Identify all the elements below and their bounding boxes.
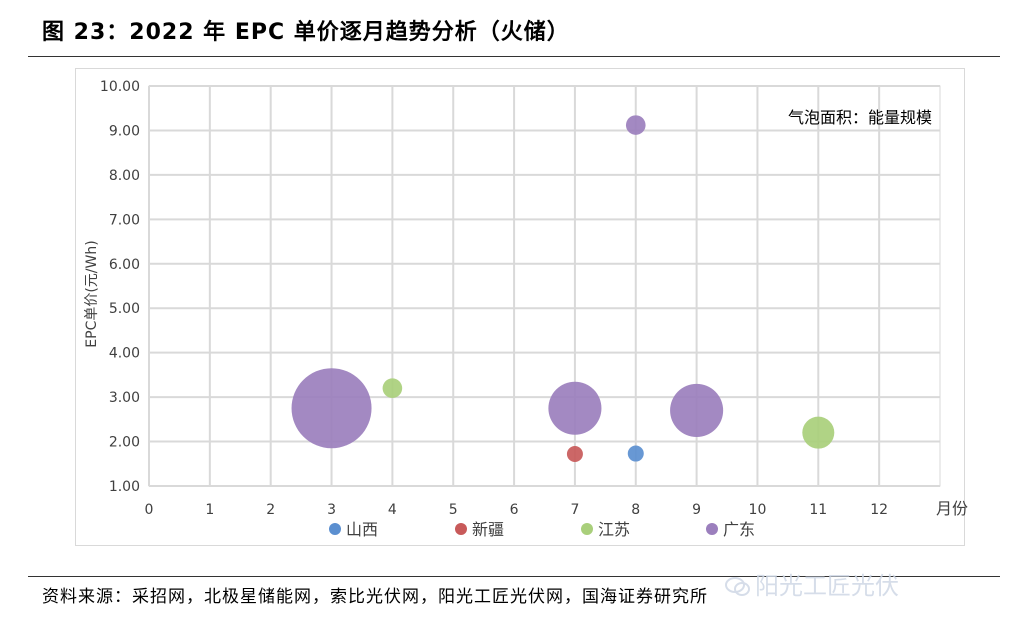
- bubble: [382, 378, 403, 399]
- y-tick-label: 4.00: [109, 346, 140, 362]
- y-tick-label: 8.00: [109, 168, 140, 184]
- legend-marker: [706, 523, 718, 535]
- x-tick-label: 4: [388, 502, 397, 518]
- bubble: [548, 381, 602, 435]
- x-tick-label: 10: [749, 502, 767, 518]
- y-tick-label: 2.00: [109, 435, 140, 451]
- bottom-rule: [28, 576, 1000, 577]
- x-tick-label: 0: [145, 502, 154, 518]
- y-tick-label: 5.00: [109, 301, 140, 317]
- top-rule: [28, 56, 1000, 57]
- x-tick-label: 7: [570, 502, 579, 518]
- y-tick-label: 7.00: [109, 212, 140, 228]
- legend-label: 新疆: [472, 520, 504, 539]
- x-tick-label: 3: [327, 502, 336, 518]
- y-tick-label: 9.00: [109, 123, 140, 139]
- y-tick-label: 3.00: [109, 390, 140, 406]
- legend-marker: [329, 523, 341, 535]
- x-axis-title: 月份: [936, 499, 968, 518]
- legend-label: 山西: [346, 520, 378, 539]
- y-tick-label: 10.00: [100, 79, 140, 95]
- chart-frame: [75, 68, 965, 546]
- plot-area: [148, 85, 941, 487]
- watermark: 阳光工匠光伏: [725, 566, 899, 601]
- x-tick-label: 8: [631, 502, 640, 518]
- x-tick-label: 12: [870, 502, 888, 518]
- legend-marker: [581, 523, 593, 535]
- x-tick-label: 5: [449, 502, 458, 518]
- bubble: [627, 445, 644, 462]
- legend-label: 广东: [723, 520, 755, 539]
- wechat-icon: [725, 577, 750, 596]
- bubble: [625, 115, 646, 135]
- y-tick-label: 6.00: [109, 257, 140, 273]
- x-tick-label: 6: [510, 502, 519, 518]
- bubble: [802, 416, 835, 449]
- legend-marker: [455, 523, 467, 535]
- figure-title: 图 23：2022 年 EPC 单价逐月趋势分析（火储）: [42, 20, 570, 45]
- bubble: [670, 383, 724, 437]
- x-tick-label: 9: [692, 502, 701, 518]
- bubble: [566, 446, 583, 462]
- x-tick-label: 11: [809, 502, 827, 518]
- x-tick-label: 2: [266, 502, 275, 518]
- source-note: 资料来源：采招网，北极星储能网，索比光伏网，阳光工匠光伏网，国海证券研究所: [42, 587, 708, 607]
- bubble-size-note: 气泡面积：能量规模: [788, 108, 932, 127]
- legend-label: 江苏: [598, 520, 630, 539]
- bubble: [291, 368, 372, 449]
- y-tick-label: 1.00: [109, 479, 140, 495]
- x-tick-label: 1: [205, 502, 214, 518]
- y-axis-title: EPC单价(元/Wh): [84, 240, 100, 347]
- watermark-text: 阳光工匠光伏: [755, 572, 899, 600]
